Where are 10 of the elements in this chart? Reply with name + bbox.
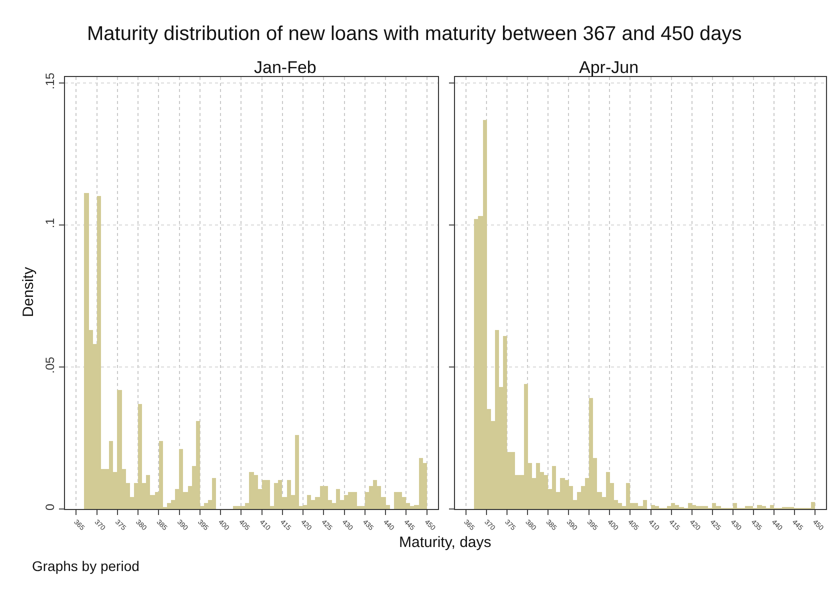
- y-tick-label: .1: [43, 218, 58, 228]
- text: Graphs by period: [32, 558, 140, 574]
- y-tick-label: .05: [43, 356, 58, 374]
- y-axis-title: Density: [20, 266, 37, 318]
- chart-subtitle: Apr-Jun: [579, 58, 639, 77]
- x-axis-title: Maturity, days: [399, 534, 492, 551]
- chart-title: Maturity distribution of new loans with maturity between 367 and 450 days: [87, 23, 742, 45]
- y-tick-label: .15: [43, 72, 58, 90]
- chart-subtitle: Jan-Feb: [254, 58, 316, 77]
- y-tick-label: 0: [43, 504, 58, 511]
